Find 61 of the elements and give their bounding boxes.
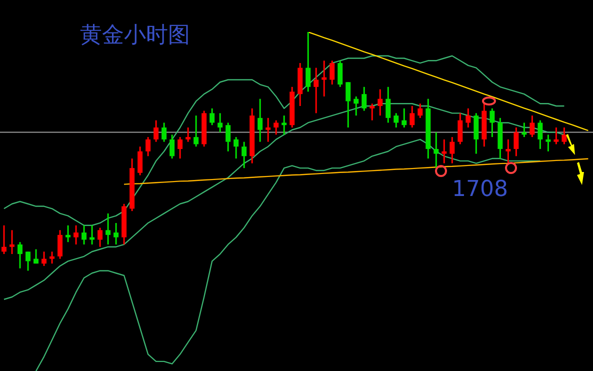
- candlestick: [162, 122, 167, 143]
- candlestick: [458, 112, 463, 145]
- candlestick: [362, 86, 367, 112]
- candlestick: [98, 227, 103, 248]
- candlestick: [346, 81, 351, 128]
- candlestick: [282, 114, 287, 136]
- candlestick: [530, 114, 535, 138]
- candlestick: [410, 105, 415, 128]
- candlestick: [266, 117, 271, 143]
- candlestick: [338, 60, 343, 88]
- candlestick: [186, 126, 191, 143]
- candlestick: [210, 108, 215, 126]
- candlestick: [354, 96, 359, 116]
- candlestick: [154, 120, 159, 143]
- candlestick: [178, 136, 183, 160]
- candlestick: [242, 141, 247, 169]
- chart-title: 黄金小时图: [80, 22, 190, 50]
- candlestick: [554, 126, 559, 145]
- candlestick: [34, 248, 39, 264]
- candlestick: [18, 241, 23, 270]
- candlestick: [434, 132, 439, 169]
- candlestick: [394, 112, 399, 128]
- candlestick: [146, 136, 151, 157]
- candlestick: [218, 112, 223, 134]
- candlestick: [386, 86, 391, 124]
- candlestick: [442, 138, 447, 164]
- candlestick: [546, 134, 551, 152]
- candlestick: [138, 146, 143, 176]
- candlestick: [490, 108, 495, 138]
- candlestick: [506, 138, 511, 164]
- candlestick: [58, 229, 63, 260]
- candlestick: [538, 120, 543, 150]
- candlestick: [274, 120, 279, 136]
- candlestick: [418, 102, 423, 119]
- candlestick: [82, 224, 87, 246]
- candlestick: [66, 224, 71, 243]
- candlestick: [402, 108, 407, 128]
- candlestick: [194, 114, 199, 148]
- candlestick: [106, 212, 111, 246]
- candlestick: [74, 224, 79, 246]
- candlestick: [562, 126, 567, 145]
- candlestick: [226, 122, 231, 152]
- candlestick: [258, 98, 263, 143]
- candlestick: [450, 136, 455, 164]
- annotation: 1708: [452, 177, 508, 202]
- candlestick: [50, 250, 55, 264]
- candlestick: [514, 126, 519, 157]
- candlestick: [10, 229, 15, 255]
- candlestick: [314, 67, 319, 114]
- candlestick: [2, 224, 6, 255]
- candlestick: [26, 250, 31, 272]
- candlestick: [170, 134, 175, 160]
- candlestick: [42, 250, 47, 267]
- candlestick: [330, 60, 335, 86]
- candlestick: [378, 88, 383, 116]
- candlestick: [370, 102, 375, 122]
- candlestick: [114, 222, 119, 246]
- candlestick: [234, 136, 239, 160]
- candlestick: [466, 108, 471, 128]
- candlestick: [474, 112, 479, 155]
- candlestick: [306, 32, 311, 92]
